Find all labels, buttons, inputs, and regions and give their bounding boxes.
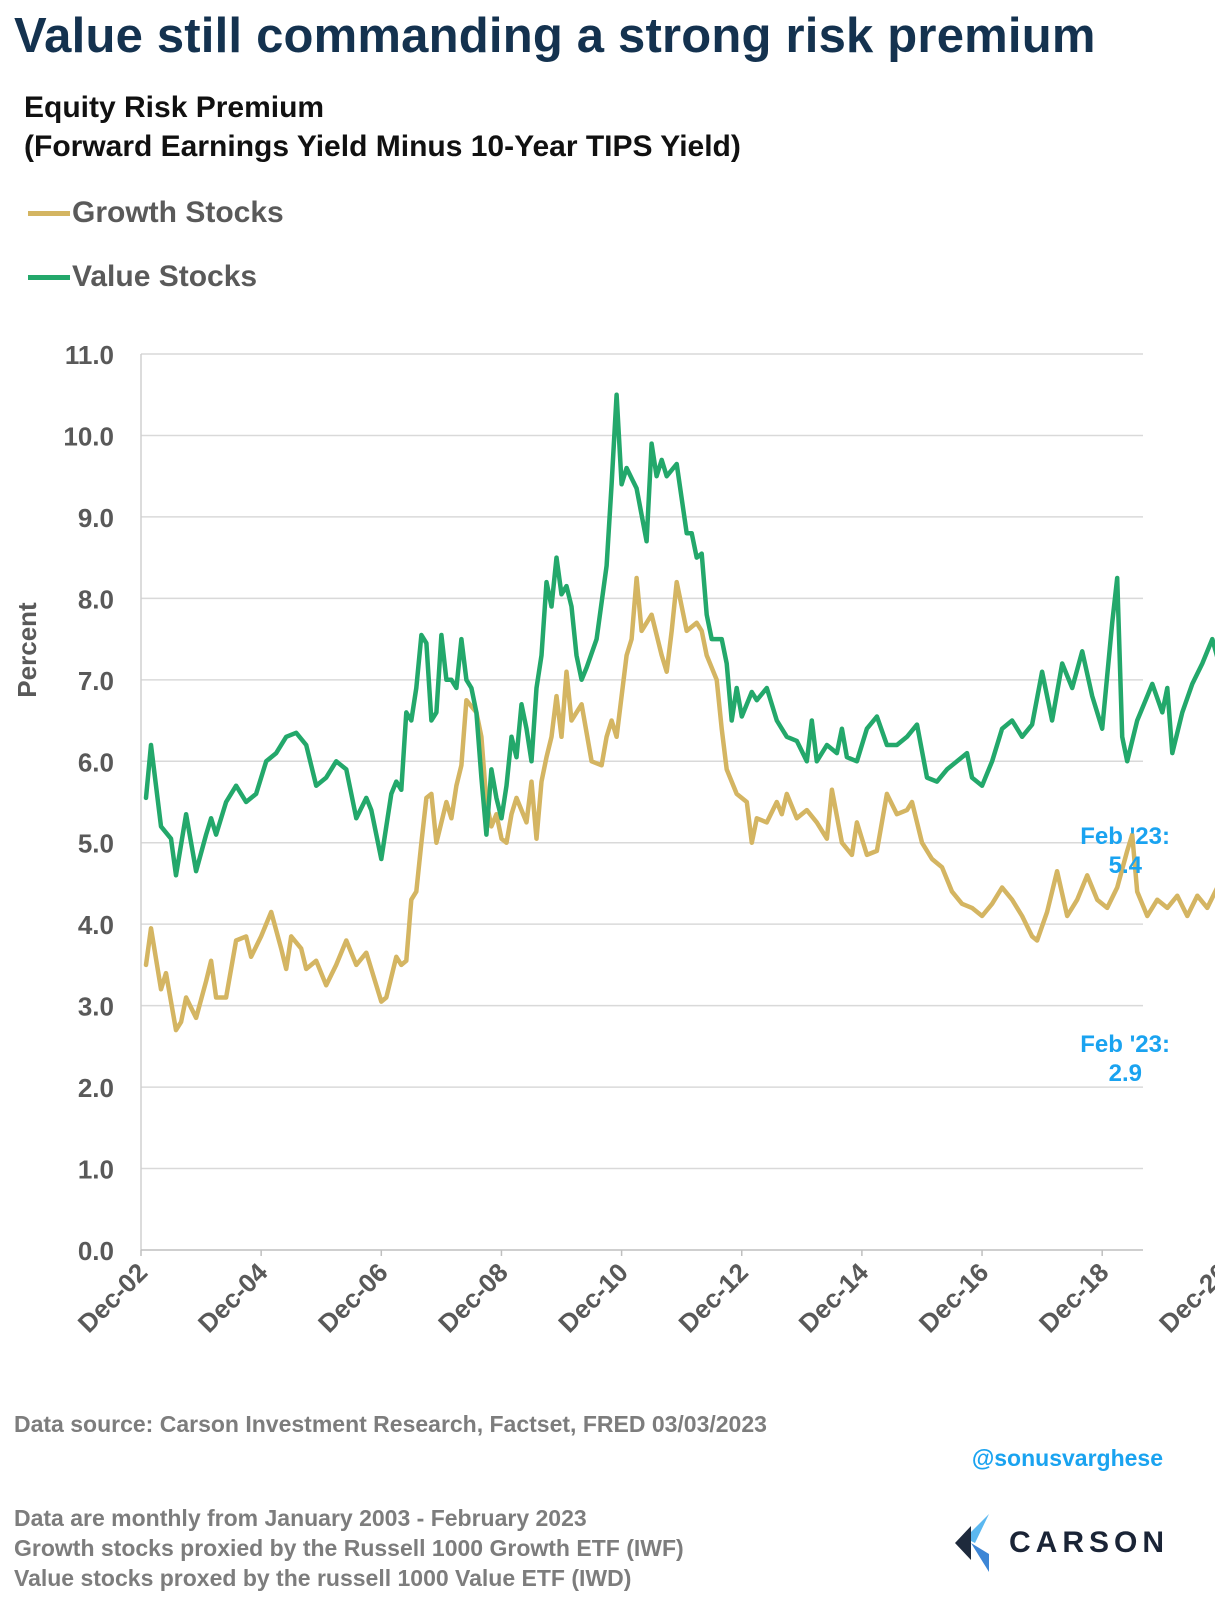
footnote-3: Value stocks proxed by the russell 1000 … — [14, 1565, 632, 1591]
y-tick-label: 3.0 — [78, 992, 114, 1022]
x-tick-label: Dec-08 — [432, 1257, 514, 1339]
subtitle-line-1: Equity Risk Premium — [24, 91, 325, 124]
annotation-label: Feb '23: — [1080, 1031, 1170, 1058]
legend-swatch-growth — [28, 210, 70, 216]
page-title: Value still commanding a strong risk pre… — [14, 9, 1096, 63]
x-tick-label: Dec-04 — [192, 1257, 274, 1339]
author-handle[interactable]: @sonusvarghese — [971, 1445, 1163, 1471]
legend-label-value: Value Stocks — [72, 260, 258, 293]
annotation-label: Feb '23: — [1080, 823, 1170, 850]
y-tick-label: 6.0 — [78, 747, 114, 777]
annotation-value: 5.4 — [1109, 852, 1143, 879]
footnotes: Data are monthly from January 2003 - Feb… — [14, 1503, 684, 1593]
y-tick-label: 1.0 — [78, 1155, 114, 1185]
series-line-growth-stocks — [143, 575, 1215, 1033]
y-tick-label: 11.0 — [65, 340, 114, 370]
carson-logo-text: CARSON — [1009, 1526, 1170, 1559]
x-tick-label: Dec-06 — [312, 1257, 394, 1339]
y-tick-label: 0.0 — [78, 1236, 114, 1266]
y-tick-label: 7.0 — [78, 666, 114, 696]
legend-item-growth: Growth Stocks — [28, 196, 284, 230]
x-tick-label: Dec-16 — [913, 1257, 995, 1339]
chart-subtitle: Equity Risk Premium (Forward Earnings Yi… — [24, 88, 741, 166]
legend-label-growth: Growth Stocks — [72, 196, 284, 229]
x-tick-label: Dec-10 — [552, 1257, 634, 1339]
x-tick-label: Dec-18 — [1033, 1257, 1115, 1339]
y-tick-label: 9.0 — [78, 503, 114, 533]
y-tick-label: 2.0 — [78, 1073, 114, 1103]
annotation-value: 2.9 — [1109, 1060, 1142, 1087]
series-line-value-stocks — [143, 392, 1215, 878]
carson-logo: CARSON — [955, 1514, 1169, 1572]
subtitle-line-2: (Forward Earnings Yield Minus 10-Year TI… — [24, 130, 741, 163]
data-source: Data source: Carson Investment Research,… — [14, 1411, 767, 1437]
y-tick-label: 4.0 — [78, 910, 114, 940]
x-tick-label: Dec-20 — [1153, 1257, 1215, 1339]
legend-item-value: Value Stocks — [28, 260, 257, 294]
x-tick-label: Dec-02 — [72, 1257, 154, 1339]
y-tick-label: 10.0 — [63, 421, 114, 451]
footnote-1: Data are monthly from January 2003 - Feb… — [14, 1505, 587, 1531]
y-axis-label: Percent — [12, 602, 42, 698]
y-tick-label: 5.0 — [78, 829, 114, 859]
x-tick-label: Dec-12 — [672, 1257, 754, 1339]
y-tick-label: 8.0 — [78, 584, 114, 614]
footnote-2: Growth stocks proxied by the Russell 100… — [14, 1535, 684, 1561]
x-tick-label: Dec-14 — [793, 1257, 875, 1339]
line-chart: 0.0 1.0 2.0 3.0 4.0 5.0 6.0 7.0 8.0 9.0 10.0 11.0 Pe… — [12, 340, 1215, 1339]
legend-swatch-value — [28, 274, 70, 280]
carson-logo-icon — [955, 1514, 989, 1572]
